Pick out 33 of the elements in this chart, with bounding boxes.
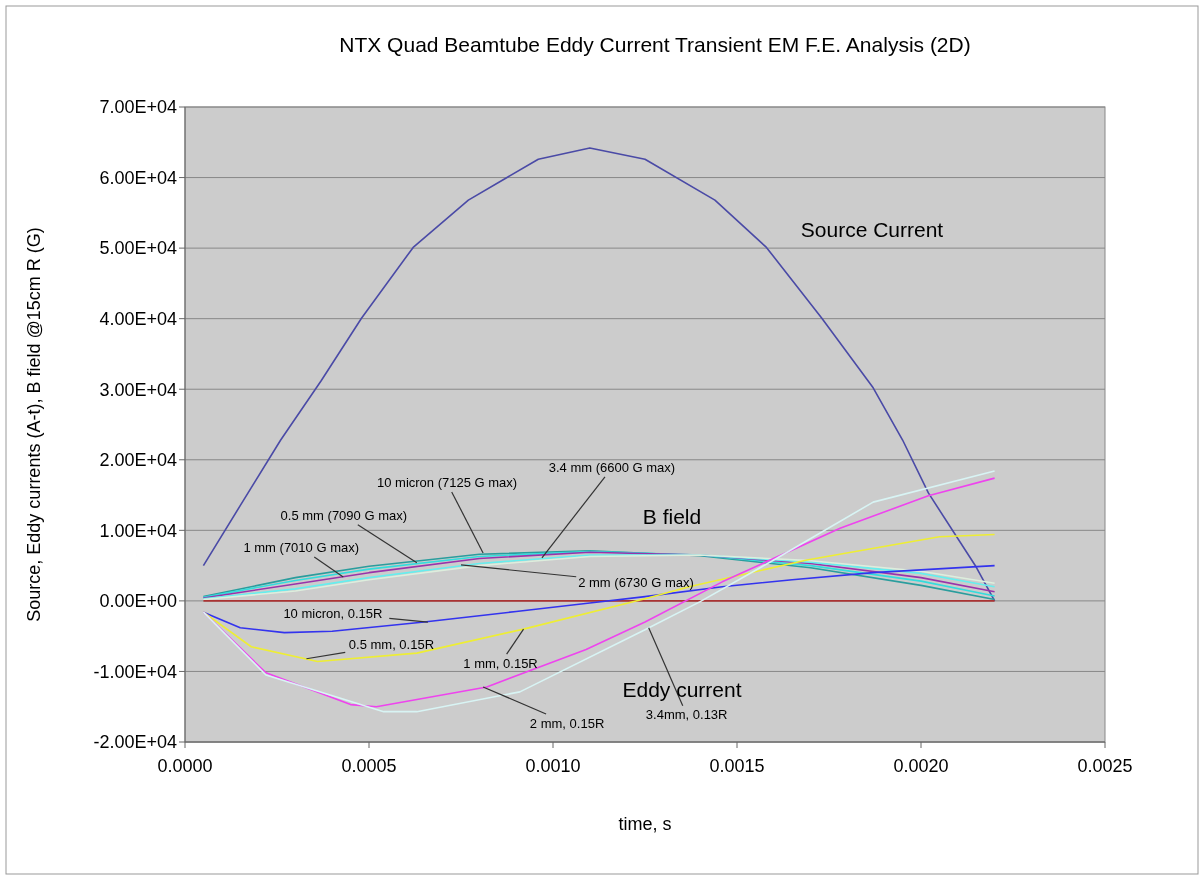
annotation: 3.4mm, 0.13R (645, 707, 728, 723)
x-tick-label: 0.0020 (893, 756, 949, 776)
y-tick-label: -2.00E+04 (93, 732, 177, 753)
annotation: 0.5 mm, 0.15R (348, 637, 435, 653)
x-tick-label: 0.0010 (525, 756, 581, 776)
y-tick-label: 4.00E+04 (99, 308, 177, 329)
annotation: 10 micron, 0.15R (283, 605, 383, 621)
x-tick-label: 0.0000 (157, 756, 213, 776)
annotation: 1 mm, 0.15R (463, 655, 538, 671)
x-tick-label: 0.0015 (709, 756, 765, 776)
annotation: 3.4 mm (6600 G max) (548, 460, 676, 476)
annotation: Source Current (800, 218, 944, 242)
annotation: 1 mm (7010 G max) (243, 540, 360, 556)
y-tick-label: -1.00E+04 (93, 661, 177, 682)
y-tick-label: 0.00E+00 (99, 591, 177, 612)
annotation: 0.5 mm (7090 G max) (280, 508, 408, 524)
line-series (202, 564, 996, 634)
chart-title: NTX Quad Beamtube Eddy Current Transient EM F.E. Analysis (2D) (339, 33, 971, 56)
annotation: 10 micron (7125 G max) (376, 475, 518, 491)
x-tick-label: 0.0025 (1077, 756, 1133, 776)
annotation: Eddy current (622, 678, 742, 702)
annotation: 2 mm, 0.15R (529, 715, 605, 731)
y-tick-label: 6.00E+04 (99, 167, 177, 188)
y-tick-label: 2.00E+04 (99, 450, 177, 471)
y-tick-label: 5.00E+04 (99, 238, 177, 259)
x-axis-title: time, s (618, 814, 672, 834)
y-tick-label: 7.00E+04 (99, 97, 177, 118)
y-axis-title: Source, Eddy currents (A-t), B field @15cm R (G) (24, 227, 44, 622)
y-tick-label: 3.00E+04 (99, 379, 177, 400)
y-tick-label: 1.00E+04 (99, 520, 177, 541)
annotation: 2 mm (6730 G max) (578, 575, 694, 591)
x-tick-label: 0.0005 (341, 756, 397, 776)
annotation: B field (642, 505, 702, 529)
